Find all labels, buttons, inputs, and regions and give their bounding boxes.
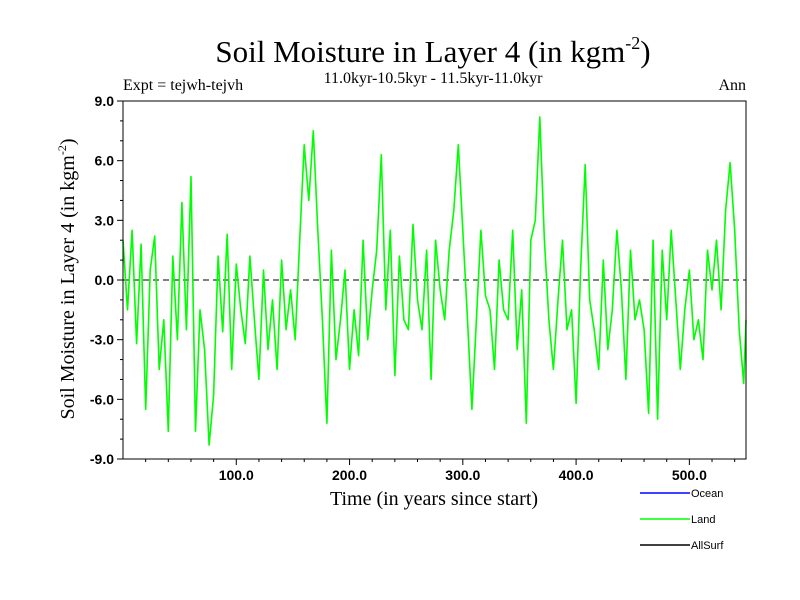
x-tick-label: 400.0 [559,467,594,483]
series-group [122,116,747,446]
legend-label-land: Land [691,514,715,526]
y-tick-label: -6.0 [90,391,114,407]
x-tick-label: 500.0 [672,467,707,483]
y-tick-label: 3.0 [95,212,115,228]
chart-title: Soil Moisture in Layer 4 (in kgm-2) [215,33,650,69]
y-tick-label: -9.0 [90,451,114,467]
legend: Ocean Land AllSurf [640,488,724,552]
y-axis-label: Soil Moisture in Layer 4 (in kgm-2) [55,138,79,419]
x-tick-label: 200.0 [332,467,367,483]
x-axis-label: Time (in years since start) [330,488,538,510]
y-tick-label: -3.0 [90,332,114,348]
y-tick-label: 6.0 [95,153,115,169]
y-axis: -9.0 -6.0 -3.0 0.0 3.0 6.0 9.0 [90,93,123,467]
x-tick-label: 300.0 [445,467,480,483]
chart-subtitle: 11.0kyr-10.5kyr - 11.5kyr-11.0kyr [324,70,544,87]
plot-frame [122,100,747,460]
experiment-label: Expt = tejwh-tejvh [123,77,243,94]
period-label: Ann [718,77,746,94]
legend-label-allsurf: AllSurf [691,540,724,552]
y-tick-label: 0.0 [95,272,115,288]
series-line-land [122,116,747,446]
x-tick-label: 100.0 [219,467,254,483]
x-axis: 100.0 200.0 300.0 400.0 500.0 [145,459,736,483]
legend-label-ocean: Ocean [691,488,723,500]
y-tick-label: 9.0 [95,93,115,109]
